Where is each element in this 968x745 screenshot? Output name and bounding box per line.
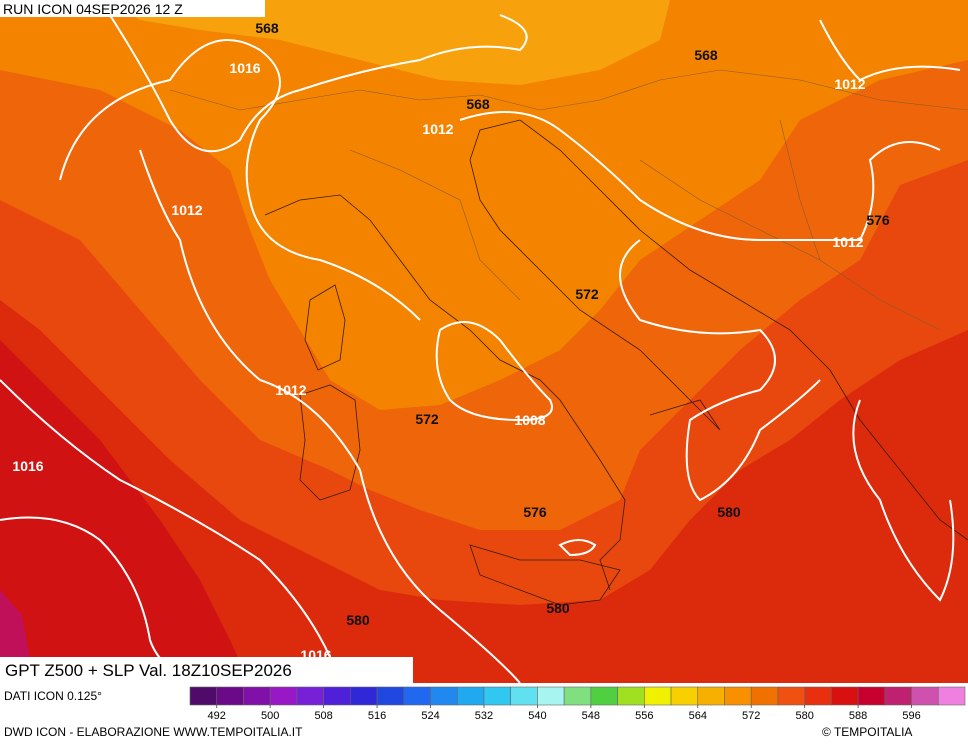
tick-label: 508 xyxy=(314,710,332,722)
pressure-label: 1016 xyxy=(12,458,43,474)
band-568 xyxy=(0,0,968,410)
color-swatch xyxy=(831,686,859,706)
isobar xyxy=(619,239,821,502)
pressure-label: 1016 xyxy=(229,60,260,76)
band-584 xyxy=(0,340,250,683)
color-swatch xyxy=(777,686,805,706)
color-swatch xyxy=(403,686,431,706)
color-swatch xyxy=(510,686,538,706)
tick-label: 516 xyxy=(368,710,386,722)
header-box xyxy=(0,0,265,17)
color-swatch xyxy=(456,686,485,706)
isobar xyxy=(0,379,341,684)
pressure-label: 1012 xyxy=(275,382,306,398)
height-label: 580 xyxy=(717,504,741,520)
height-label: 580 xyxy=(346,612,370,628)
color-swatch xyxy=(750,686,779,706)
pressure-label: 1012 xyxy=(834,76,865,92)
color-swatch xyxy=(644,686,672,706)
color-swatch xyxy=(884,686,912,706)
data-source: DATI ICON 0.125° xyxy=(4,689,102,703)
chart-title: GPT Z500 + SLP Val. 18Z10SEP2026 xyxy=(5,661,292,680)
tick-label: 564 xyxy=(689,710,707,722)
band-564 xyxy=(110,0,670,85)
tick-label: 596 xyxy=(902,710,920,722)
tick-label: 532 xyxy=(475,710,493,722)
border xyxy=(169,69,968,111)
color-swatch xyxy=(216,686,244,706)
corsica xyxy=(304,284,346,371)
colorbar: 492 500 508 516 524 532 540 548 556 564 572 580 588 5… xyxy=(189,686,966,722)
sicily xyxy=(469,544,621,606)
color-swatch xyxy=(697,686,725,706)
isobar xyxy=(435,321,553,422)
pressure-label: 1012 xyxy=(422,121,453,137)
isobar xyxy=(59,39,421,321)
sardinia xyxy=(299,384,361,501)
map: 568 568 568 576 572 572 576 580 580 580 1016 1012 10… xyxy=(0,0,968,684)
color-swatch xyxy=(857,686,886,706)
pressure-label: 1012 xyxy=(832,234,863,250)
color-swatch xyxy=(189,686,218,706)
color-swatch xyxy=(804,686,832,706)
credit: DWD ICON - ELABORAZIONE WWW.TEMPOITALIA.… xyxy=(4,725,303,739)
chart-title-box xyxy=(0,657,413,683)
color-swatch xyxy=(670,686,699,706)
contour-labels: 568 568 568 576 572 572 576 580 580 580 1016 1012 10… xyxy=(12,20,889,663)
color-swatch xyxy=(323,686,351,706)
color-swatch xyxy=(911,686,939,706)
pressure-label: 1008 xyxy=(514,412,545,428)
color-swatch xyxy=(590,686,618,706)
coastline xyxy=(264,194,626,591)
tick-label: 524 xyxy=(421,710,439,722)
copyright: © TEMPOITALIA xyxy=(822,725,912,739)
isobar xyxy=(139,149,521,684)
height-label: 572 xyxy=(415,411,439,427)
isobar xyxy=(99,0,528,153)
color-swatch xyxy=(430,686,458,706)
color-swatch xyxy=(724,686,752,706)
color-swatch xyxy=(376,686,405,706)
height-label: 568 xyxy=(694,47,718,63)
tick-label: 540 xyxy=(528,710,546,722)
height-label: 576 xyxy=(523,504,547,520)
tick-label: 580 xyxy=(795,710,813,722)
tick-label: 548 xyxy=(582,710,600,722)
pressure-label: 1012 xyxy=(171,202,202,218)
height-label: 580 xyxy=(546,600,570,616)
tick-label: 556 xyxy=(635,710,653,722)
color-swatch xyxy=(483,686,511,706)
color-swatch xyxy=(563,686,592,706)
tick-label: 572 xyxy=(742,710,760,722)
color-swatch xyxy=(350,686,378,706)
tick-label: 588 xyxy=(849,710,867,722)
color-swatch xyxy=(537,686,565,706)
isobar xyxy=(459,111,941,242)
color-swatch xyxy=(269,686,298,706)
color-swatch xyxy=(617,686,645,706)
coastline xyxy=(469,119,968,541)
run-title: RUN ICON 04SEP2026 12 Z xyxy=(3,1,183,17)
height-label: 568 xyxy=(466,96,490,112)
height-label: 572 xyxy=(575,286,599,302)
isobar xyxy=(558,539,597,557)
height-label: 568 xyxy=(255,20,279,36)
color-swatch xyxy=(937,686,966,706)
color-swatch xyxy=(296,686,324,706)
color-swatch xyxy=(243,686,271,706)
tick-label: 500 xyxy=(261,710,279,722)
isobar xyxy=(852,399,955,602)
height-label: 576 xyxy=(866,212,890,228)
isobar xyxy=(819,19,961,82)
tick-label: 492 xyxy=(208,710,226,722)
